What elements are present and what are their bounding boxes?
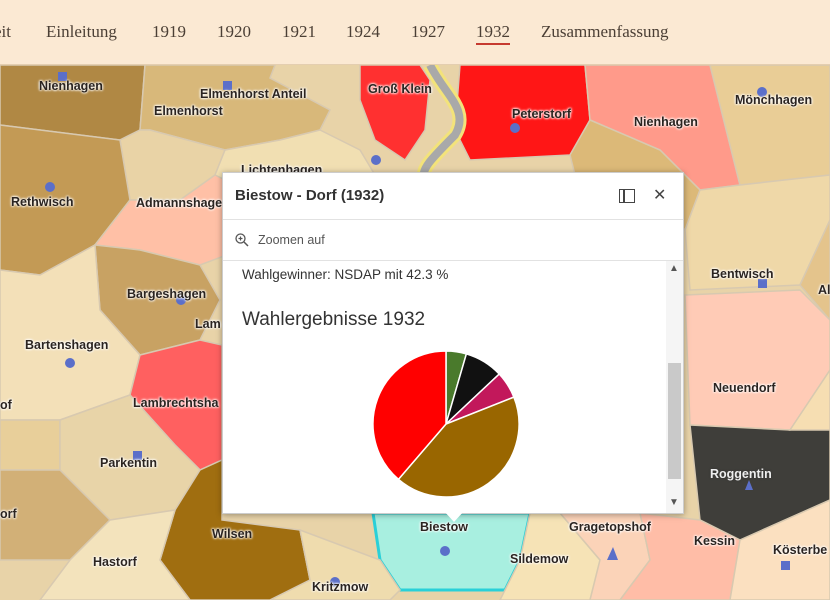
place-orf[interactable]: orf — [0, 507, 17, 521]
pie-slice-3[interactable] — [397, 396, 520, 498]
region-gross-klein — [359, 65, 431, 162]
place-al[interactable]: Al — [818, 283, 830, 297]
place-nienhagen-east[interactable]: Nienhagen — [634, 115, 698, 129]
region-kessin — [619, 512, 741, 600]
region-east-edge — [788, 368, 830, 431]
popup-pointer — [444, 511, 464, 522]
popup-window: Biestow - Dorf (1932) ✕ Zoomen auf Wahlg… — [222, 172, 684, 514]
nav-item-einleitung[interactable]: Einleitung — [46, 22, 117, 41]
region-moenchhagen — [709, 65, 830, 186]
region-of-west — [0, 419, 61, 471]
place-peterstorf[interactable]: Peterstorf — [512, 107, 572, 121]
place-neuendorf[interactable]: Neuendorf — [713, 381, 776, 395]
zoom-in-icon — [235, 233, 249, 247]
place-wilsen[interactable]: Wilsen — [212, 527, 253, 541]
nav-item-1919[interactable]: 1919 — [152, 22, 186, 41]
place-bentwisch[interactable]: Bentwisch — [711, 267, 774, 281]
place-sildemow[interactable]: Sildemow — [510, 552, 569, 566]
popup-content: Wahlgewinner: NSDAP mit 42.3 % Wahlergeb… — [223, 261, 665, 513]
popup-scrollbar[interactable]: ▲ ▼ — [666, 261, 683, 513]
popup-header: Biestow - Dorf (1932) ✕ — [223, 173, 683, 220]
zoom-to-action[interactable]: Zoomen auf — [223, 220, 683, 261]
place-gragetopshof[interactable]: Gragetopshof — [569, 520, 651, 534]
scroll-down-icon[interactable]: ▼ — [669, 497, 679, 508]
river-warnow-inner — [419, 65, 464, 182]
place-koesterbeck[interactable]: Kösterbe — [773, 543, 828, 557]
place-hastorf[interactable]: Hastorf — [93, 555, 137, 569]
place-elmenhorst[interactable]: Elmenhorst — [154, 104, 223, 118]
place-biestow[interactable]: Biestow — [420, 520, 468, 534]
region-koesterbeck — [729, 499, 830, 600]
region-kritzmow — [269, 528, 401, 600]
nav-item-1920[interactable]: 1920 — [217, 22, 251, 41]
place-nienhagen-west[interactable]: Nienhagen — [39, 79, 103, 93]
map-view[interactable]: Nienhagen Elmenhorst Anteil Elmenhorst G… — [0, 65, 830, 600]
place-gross-klein[interactable]: Groß Klein — [368, 82, 432, 96]
region-hastorf — [39, 509, 191, 600]
nav-item-1924[interactable]: 1924 — [346, 22, 380, 41]
nav-item-1927[interactable]: 1927 — [411, 22, 445, 41]
pie-chart — [372, 350, 520, 498]
nav-item-zusammenfassung[interactable]: Zusammenfassung — [541, 22, 669, 41]
place-elmenhorst-anteil[interactable]: Elmenhorst Anteil — [200, 87, 307, 101]
map-symbols — [45, 72, 790, 587]
place-of[interactable]: of — [0, 398, 12, 412]
top-navigation: eit Einleitung 1919 1920 1921 1924 1927 … — [0, 0, 830, 65]
nav-item-1932[interactable]: 1932 — [476, 22, 510, 45]
nav-item-intro-prev[interactable]: eit — [0, 22, 11, 41]
place-roggentin[interactable]: Roggentin — [710, 467, 772, 481]
pie-slice-4[interactable] — [372, 350, 447, 481]
place-admannshagen[interactable]: Admannshage — [136, 196, 223, 210]
place-lambrechtshagen[interactable]: Lambrechtsha — [133, 396, 219, 410]
winner-text: Wahlgewinner: NSDAP mit 42.3 % — [242, 267, 449, 282]
place-bartenshagen[interactable]: Bartenshagen — [25, 338, 109, 352]
place-bargeshagen[interactable]: Bargeshagen — [127, 287, 207, 301]
place-parkentin[interactable]: Parkentin — [100, 456, 157, 470]
place-moenchhagen[interactable]: Mönchhagen — [735, 93, 813, 107]
place-rethwisch[interactable]: Rethwisch — [11, 195, 74, 209]
place-lam[interactable]: Lam — [195, 317, 221, 331]
close-icon[interactable]: ✕ — [653, 187, 667, 204]
popup-title: Biestow - Dorf (1932) — [235, 187, 385, 204]
zoom-label: Zoomen auf — [258, 233, 325, 247]
scroll-thumb[interactable] — [668, 363, 681, 479]
voronoi-map[interactable] — [0, 65, 830, 600]
place-kritzmow[interactable]: Kritzmow — [312, 580, 369, 594]
dock-icon[interactable] — [619, 189, 635, 203]
nav-item-1921[interactable]: 1921 — [282, 22, 316, 41]
chart-heading: Wahlergebnisse 1932 — [242, 309, 426, 330]
place-kessin[interactable]: Kessin — [694, 534, 735, 548]
region-al — [799, 219, 830, 322]
scroll-up-icon[interactable]: ▲ — [669, 263, 679, 274]
